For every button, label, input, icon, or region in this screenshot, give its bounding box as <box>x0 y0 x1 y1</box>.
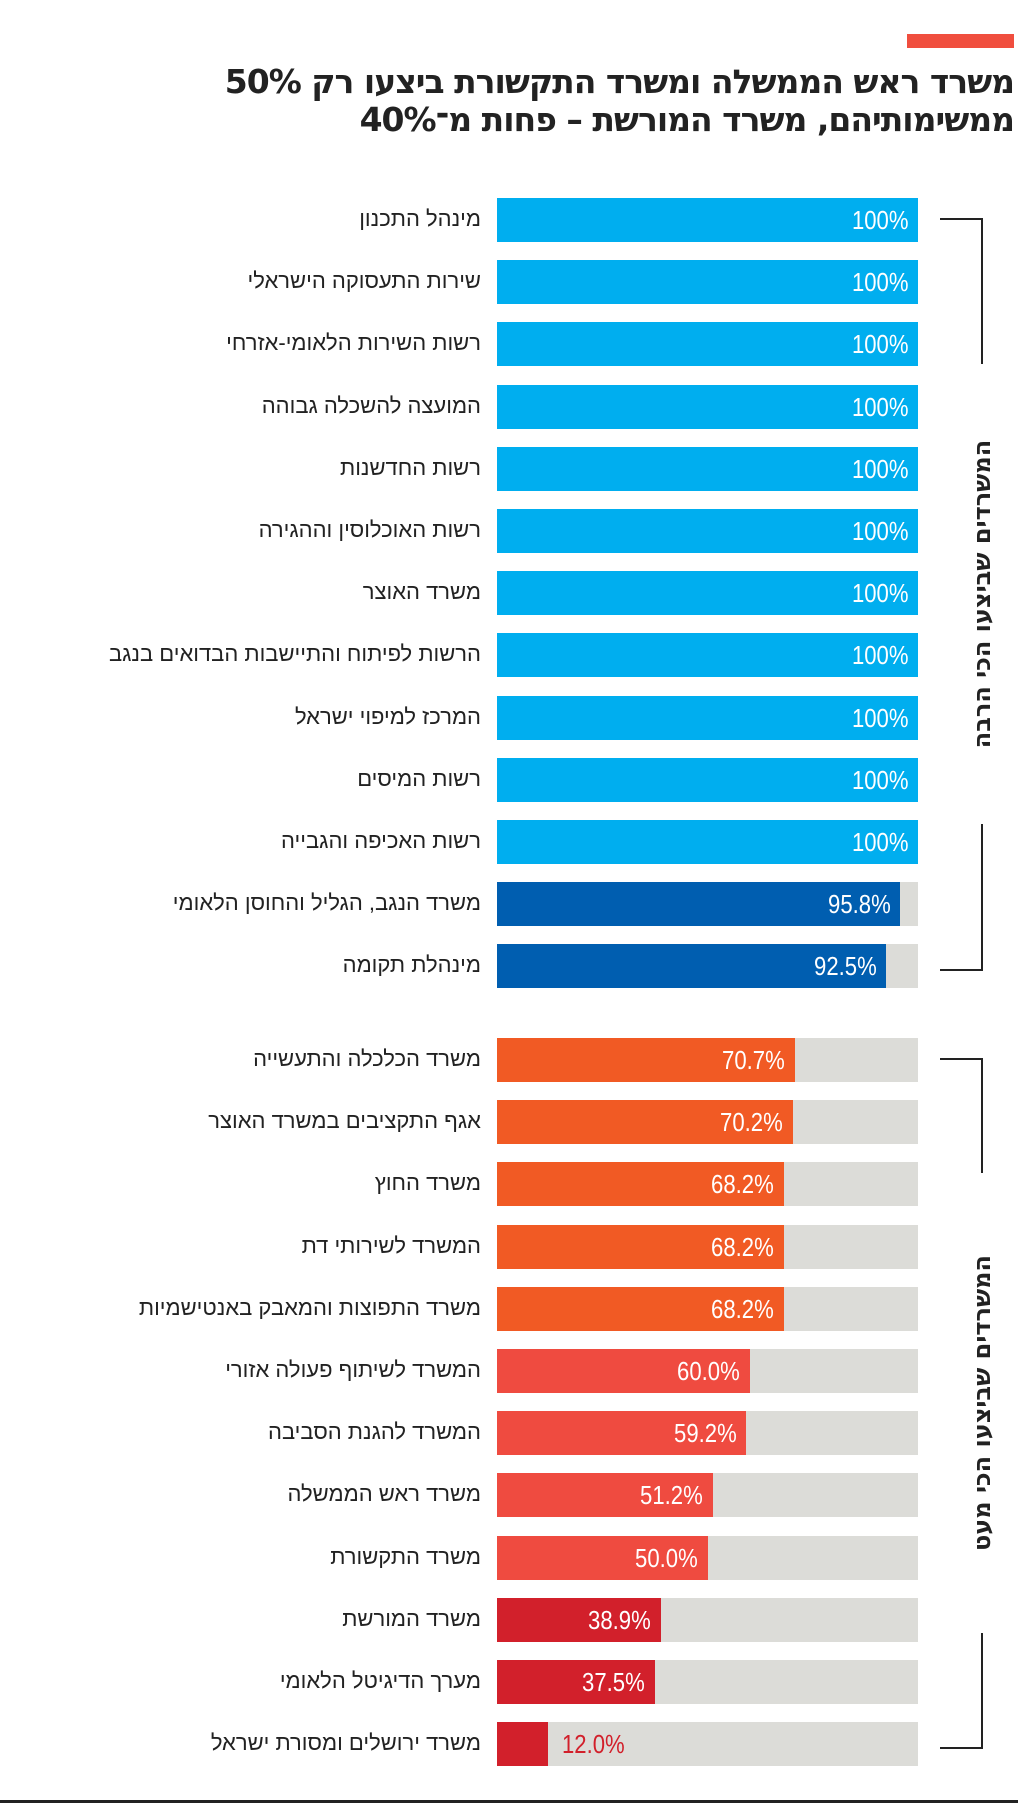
category-label: משרד התפוצות והמאבק באנטישמיות <box>138 1294 481 1320</box>
value-label: 95.8% <box>827 889 891 920</box>
group-label: המשרדים שביצעו הכי הרבה <box>968 439 996 748</box>
value-label: 70.7% <box>721 1045 785 1075</box>
category-label: מינהלת תקומה <box>342 952 481 978</box>
category-label: משרד הנגב, הגליל והחוסן הלאומי <box>172 890 481 916</box>
category-label: המרכז למיפוי ישראל <box>294 703 481 729</box>
value-label: 100% <box>851 764 908 795</box>
bar <box>497 1660 655 1704</box>
value-label: 100% <box>851 702 908 733</box>
value-label: 100% <box>851 453 908 484</box>
value-label: 68.2% <box>711 1169 775 1200</box>
group-label: המשרדים שביצעו הכי מעט <box>968 1254 996 1551</box>
value-label: 60.0% <box>676 1356 740 1386</box>
bar <box>497 1349 750 1393</box>
value-label: 68.2% <box>711 1231 775 1262</box>
category-label: משרד המורשת <box>342 1605 481 1631</box>
bar <box>497 882 901 927</box>
bracket-line <box>981 218 983 364</box>
value-label: 100% <box>851 329 908 360</box>
category-label: משרד התקשורת <box>330 1543 481 1569</box>
bracket-top-tick <box>940 218 982 220</box>
value-label: 51.2% <box>639 1480 703 1511</box>
bar <box>497 509 918 553</box>
bar <box>497 1038 795 1082</box>
category-label: המשרד לשיתוף פעולה אזורי <box>225 1357 481 1382</box>
value-label: 37.5% <box>582 1667 645 1697</box>
category-label: משרד ירושלים ומסורת ישראל <box>210 1730 481 1756</box>
category-label: רשות האכיפה והגבייה <box>281 828 481 853</box>
bar <box>497 1162 785 1207</box>
category-label: משרד ראש הממשלה <box>287 1481 482 1507</box>
category-label: רשות החדשנות <box>340 454 481 480</box>
category-label: מינהל התכנון <box>359 206 481 231</box>
value-label: 12.0% <box>561 1729 625 1760</box>
chart-title-line-1: משרד ראש הממשלה ומשרד התקשורת ביצעו רק 5… <box>224 62 1015 101</box>
bar <box>497 1224 785 1269</box>
bar <box>497 322 918 367</box>
bar <box>497 944 887 989</box>
bar <box>497 1100 793 1145</box>
value-label: 100% <box>851 267 908 298</box>
value-label: 100% <box>851 391 908 422</box>
category-label: המועצה להשכלה גבוהה <box>261 392 481 418</box>
bracket-line <box>981 1632 983 1750</box>
category-label: המשרד להגנת הסביבה <box>268 1419 481 1445</box>
bracket-line <box>981 823 983 972</box>
bracket-top-tick <box>940 1058 982 1060</box>
category-label: שירות התעסוקה הישראלי <box>247 268 481 294</box>
chart-title-line-2: ממשימותיהם, משרד המורשת – פחות מ־40% <box>359 100 1015 139</box>
bar <box>497 1286 785 1331</box>
value-label: 100% <box>851 578 908 609</box>
category-label: רשות האוכלוסין וההגירה <box>258 517 481 542</box>
value-label: 50.0% <box>634 1542 698 1573</box>
category-label: אגף התקציבים במשרד האוצר <box>208 1108 481 1134</box>
value-label: 100% <box>851 827 908 857</box>
bar <box>497 1473 713 1518</box>
value-label: 38.9% <box>588 1604 651 1635</box>
value-label: 68.2% <box>711 1293 775 1324</box>
bar <box>497 633 918 678</box>
bar <box>497 1597 661 1642</box>
bar <box>497 571 918 616</box>
value-label: 92.5% <box>813 951 877 982</box>
bar <box>497 695 918 740</box>
bar-track <box>497 1722 918 1767</box>
category-label: משרד הכלכלה והתעשייה <box>253 1046 481 1071</box>
value-label: 100% <box>851 640 908 671</box>
category-label: מערך הדיגיטל הלאומי <box>279 1668 481 1693</box>
bar <box>497 1722 548 1767</box>
value-label: 100% <box>851 205 908 235</box>
category-label: הרשות לפיתוח והתיישבות הבדואים בנגב <box>108 641 481 667</box>
category-label: משרד החוץ <box>374 1170 481 1196</box>
category-label: רשות השירות הלאומי-אזרחי <box>226 330 481 356</box>
bar <box>497 757 918 802</box>
bar <box>497 1535 708 1580</box>
bracket-bottom-tick <box>940 1747 982 1750</box>
category-label: המשרד לשירותי דת <box>301 1232 481 1258</box>
accent-bar <box>907 34 1014 48</box>
bar <box>497 446 918 491</box>
category-label: רשות המיסים <box>357 765 481 791</box>
category-label: משרד האוצר <box>362 579 481 605</box>
value-label: 70.2% <box>719 1107 783 1138</box>
bar <box>497 820 918 864</box>
value-label: 100% <box>851 516 908 546</box>
bar <box>497 384 918 429</box>
value-label: 59.2% <box>673 1418 737 1449</box>
bar <box>497 260 918 305</box>
bar <box>497 198 918 242</box>
bracket-line <box>981 1058 983 1173</box>
bottom-rule <box>0 1800 1018 1803</box>
bracket-bottom-tick <box>940 969 982 972</box>
bar <box>497 1411 747 1456</box>
